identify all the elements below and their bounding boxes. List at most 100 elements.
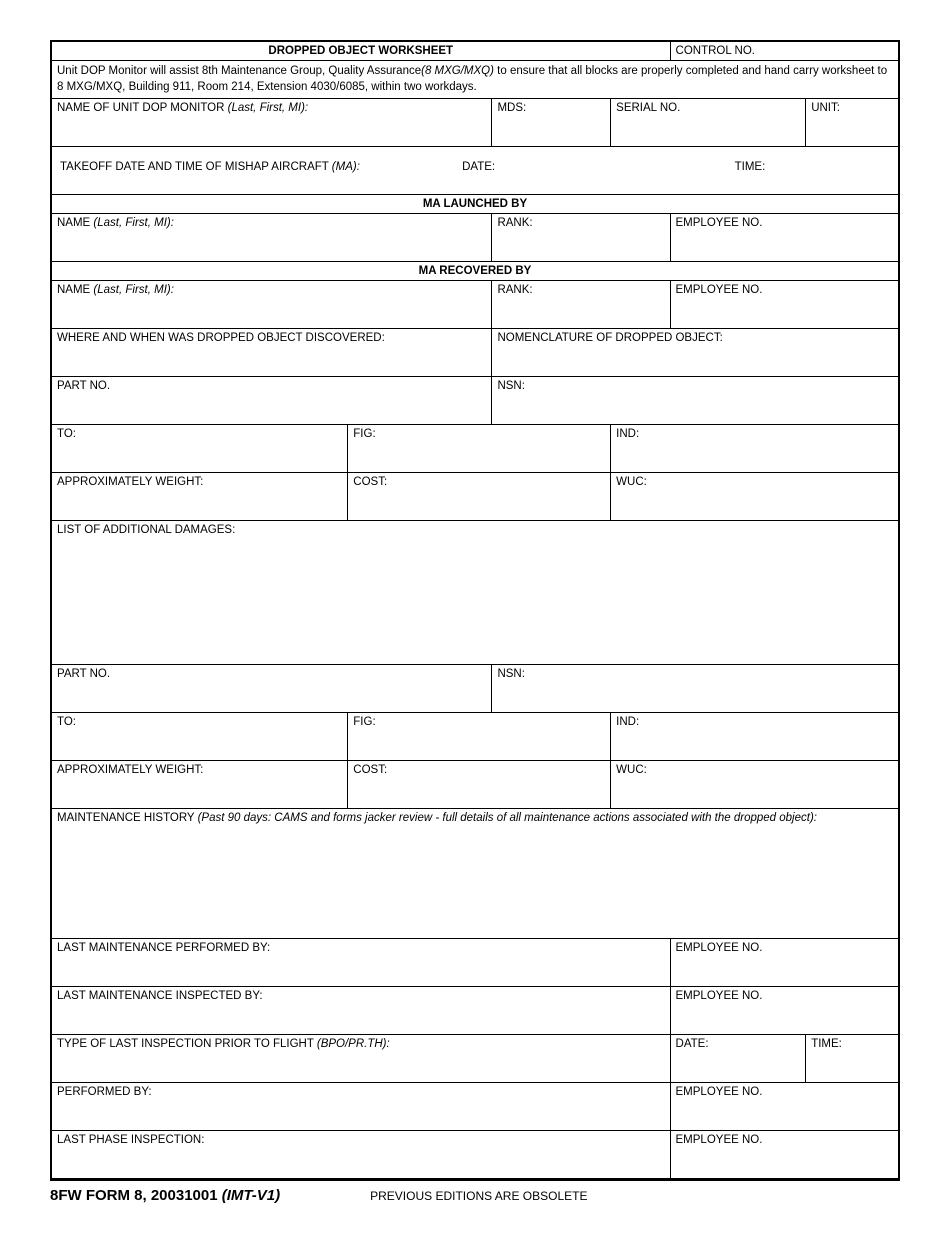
inspection-time-label: TIME: <box>811 1038 842 1050</box>
nsn-field-1[interactable]: NSN: <box>492 377 899 425</box>
recovered-emp-field[interactable]: EMPLOYEE NO. <box>670 281 899 329</box>
form-title: DROPPED OBJECT WORKSHEET <box>51 41 670 61</box>
ind-label-2: IND: <box>616 716 639 728</box>
partno-label-1: PART NO. <box>57 380 110 392</box>
last-inspected-label: LAST MAINTENANCE INSPECTED BY: <box>57 990 263 1002</box>
approx-field-1[interactable]: APPROXIMATELY WEIGHT: <box>51 473 348 521</box>
last-performed-label: LAST MAINTENANCE PERFORMED BY: <box>57 942 270 954</box>
ind-label-1: IND: <box>616 428 639 440</box>
monitor-name-label-italic: (Last, First, MI): <box>228 102 309 114</box>
ind-field-2[interactable]: IND: <box>611 713 899 761</box>
maint-hist-italic: (Past 90 days: CAMS and forms jacker rev… <box>198 812 817 824</box>
takeoff-date-label: DATE: <box>462 161 495 173</box>
recovered-name-pre: NAME <box>57 284 93 296</box>
approx-field-2[interactable]: APPROXIMATELY WEIGHT: <box>51 761 348 809</box>
mds-field[interactable]: MDS: <box>492 99 611 147</box>
discovered-label: WHERE AND WHEN WAS DROPPED OBJECT DISCOV… <box>57 332 385 344</box>
nomenclature-field[interactable]: NOMENCLATURE OF DROPPED OBJECT: <box>492 329 899 377</box>
last-inspected-emp-label: EMPLOYEE NO. <box>676 990 763 1002</box>
launched-name-pre: NAME <box>57 217 93 229</box>
takeoff-date-field[interactable]: DATE: <box>458 147 602 194</box>
to-label-2: TO: <box>57 716 76 728</box>
to-label-1: TO: <box>57 428 76 440</box>
last-phase-emp-field[interactable]: EMPLOYEE NO. <box>670 1131 899 1179</box>
performed-by-label: PERFORMED BY: <box>57 1086 152 1098</box>
nsn-label-2: NSN: <box>497 668 524 680</box>
takeoff-label-cell: TAKEOFF DATE AND TIME OF MISHAP AIRCRAFT… <box>52 147 458 194</box>
last-phase-label: LAST PHASE INSPECTION: <box>57 1134 204 1146</box>
recovered-rank-field[interactable]: RANK: <box>492 281 670 329</box>
fig-field-1[interactable]: FIG: <box>348 425 611 473</box>
last-phase-field[interactable]: LAST PHASE INSPECTION: <box>51 1131 670 1179</box>
last-performed-emp-field[interactable]: EMPLOYEE NO. <box>670 939 899 987</box>
type-inspection-italic: (BPO/PR.TH): <box>317 1038 390 1050</box>
serial-field[interactable]: SERIAL NO. <box>611 99 806 147</box>
damages-field[interactable]: LIST OF ADDITIONAL DAMAGES: <box>51 521 899 665</box>
recovered-name-italic: (Last, First, MI): <box>93 284 174 296</box>
last-inspected-field[interactable]: LAST MAINTENANCE INSPECTED BY: <box>51 987 670 1035</box>
last-inspected-emp-field[interactable]: EMPLOYEE NO. <box>670 987 899 1035</box>
launched-name-italic: (Last, First, MI): <box>93 217 174 229</box>
monitor-name-label-pre: NAME OF UNIT DOP MONITOR <box>57 102 228 114</box>
takeoff-time-label: TIME: <box>735 161 766 173</box>
discovered-field[interactable]: WHERE AND WHEN WAS DROPPED OBJECT DISCOV… <box>51 329 492 377</box>
recovered-rank-label: RANK: <box>497 284 532 296</box>
launched-rank-label: RANK: <box>497 217 532 229</box>
form-number-pre: 8FW FORM 8, 20031001 <box>50 1187 222 1204</box>
takeoff-label-pre: TAKEOFF DATE AND TIME OF MISHAP AIRCRAFT <box>60 161 332 173</box>
type-inspection-field[interactable]: TYPE OF LAST INSPECTION PRIOR TO FLIGHT … <box>51 1035 670 1083</box>
last-performed-emp-label: EMPLOYEE NO. <box>676 942 763 954</box>
ind-field-1[interactable]: IND: <box>611 425 899 473</box>
performed-by-emp-field[interactable]: EMPLOYEE NO. <box>670 1083 899 1131</box>
launched-name-field[interactable]: NAME (Last, First, MI): <box>51 214 492 262</box>
section-recovered: MA RECOVERED BY <box>51 262 899 281</box>
control-no-field[interactable]: CONTROL NO. <box>670 41 899 61</box>
launched-emp-field[interactable]: EMPLOYEE NO. <box>670 214 899 262</box>
form-number: 8FW FORM 8, 20031001 (IMT-V1) <box>50 1187 280 1204</box>
takeoff-label-italic: (MA): <box>332 161 360 173</box>
unit-field[interactable]: UNIT: <box>806 99 899 147</box>
inspection-time-field[interactable]: TIME: <box>806 1035 899 1083</box>
recovered-name-field[interactable]: NAME (Last, First, MI): <box>51 281 492 329</box>
recovered-emp-label: EMPLOYEE NO. <box>676 284 763 296</box>
performed-by-emp-label: EMPLOYEE NO. <box>676 1086 763 1098</box>
performed-by-field[interactable]: PERFORMED BY: <box>51 1083 670 1131</box>
section-launched: MA LAUNCHED BY <box>51 195 899 214</box>
nomenclature-label: NOMENCLATURE OF DROPPED OBJECT: <box>497 332 722 344</box>
approx-label-1: APPROXIMATELY WEIGHT: <box>57 476 203 488</box>
launched-emp-label: EMPLOYEE NO. <box>676 217 763 229</box>
to-field-1[interactable]: TO: <box>51 425 348 473</box>
obsolete-notice: PREVIOUS EDITIONS ARE OBSOLETE <box>370 1189 587 1203</box>
takeoff-row: TAKEOFF DATE AND TIME OF MISHAP AIRCRAFT… <box>51 147 899 195</box>
unit-label: UNIT: <box>811 102 840 114</box>
cost-label-2: COST: <box>353 764 387 776</box>
maint-hist-pre: MAINTENANCE HISTORY <box>57 812 198 824</box>
takeoff-time-field[interactable]: TIME: <box>602 147 898 194</box>
partno-field-1[interactable]: PART NO. <box>51 377 492 425</box>
mds-label: MDS: <box>497 102 526 114</box>
dropped-object-form: DROPPED OBJECT WORKSHEET CONTROL NO. Uni… <box>50 40 900 1181</box>
cost-field-2[interactable]: COST: <box>348 761 611 809</box>
nsn-field-2[interactable]: NSN: <box>492 665 899 713</box>
launched-rank-field[interactable]: RANK: <box>492 214 670 262</box>
last-phase-emp-label: EMPLOYEE NO. <box>676 1134 763 1146</box>
fig-field-2[interactable]: FIG: <box>348 713 611 761</box>
cost-label-1: COST: <box>353 476 387 488</box>
to-field-2[interactable]: TO: <box>51 713 348 761</box>
form-number-italic: (IMT-V1) <box>222 1187 280 1204</box>
serial-label: SERIAL NO. <box>616 102 680 114</box>
partno-field-2[interactable]: PART NO. <box>51 665 492 713</box>
approx-label-2: APPROXIMATELY WEIGHT: <box>57 764 203 776</box>
maint-history-field[interactable]: MAINTENANCE HISTORY (Past 90 days: CAMS … <box>51 809 899 939</box>
type-inspection-pre: TYPE OF LAST INSPECTION PRIOR TO FLIGHT <box>57 1038 317 1050</box>
last-performed-field[interactable]: LAST MAINTENANCE PERFORMED BY: <box>51 939 670 987</box>
instruction-pre: Unit DOP Monitor will assist 8th Mainten… <box>57 65 421 77</box>
monitor-name-field[interactable]: NAME OF UNIT DOP MONITOR (Last, First, M… <box>51 99 492 147</box>
cost-field-1[interactable]: COST: <box>348 473 611 521</box>
damages-label: LIST OF ADDITIONAL DAMAGES: <box>57 524 235 536</box>
control-no-label: CONTROL NO. <box>676 45 755 57</box>
wuc-field-1[interactable]: WUC: <box>611 473 899 521</box>
instruction-italic: (8 MXG/MXQ) <box>421 65 494 77</box>
wuc-field-2[interactable]: WUC: <box>611 761 899 809</box>
inspection-date-field[interactable]: DATE: <box>670 1035 806 1083</box>
